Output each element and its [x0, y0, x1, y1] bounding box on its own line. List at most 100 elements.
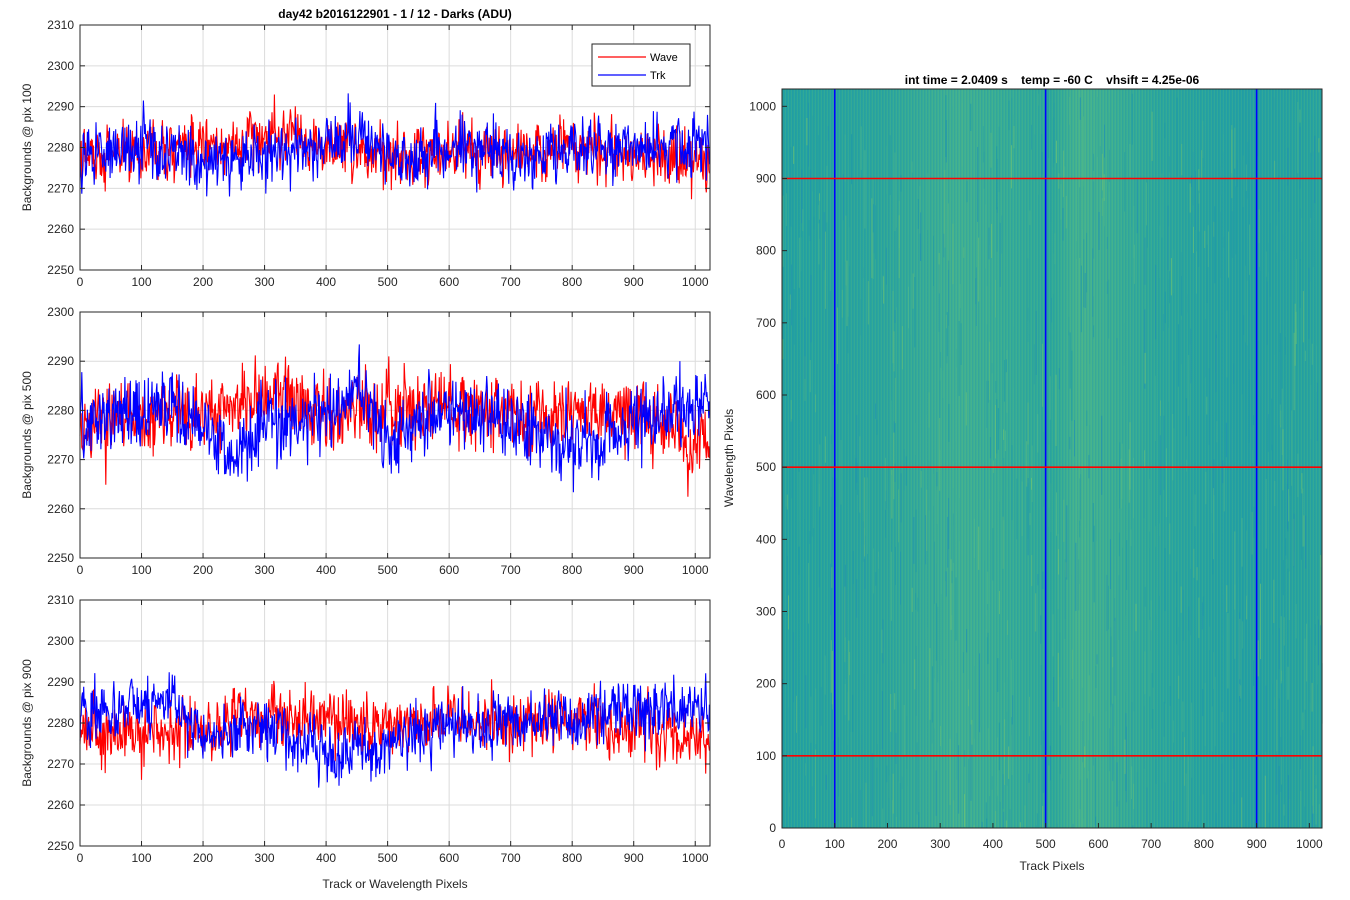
heatmap-streak	[949, 738, 951, 805]
heatmap-streak	[1118, 800, 1120, 828]
heatmap-streak	[940, 726, 942, 747]
heatmap-streak	[1070, 509, 1072, 576]
heatmap-streak	[885, 247, 887, 285]
heatmap-streak	[840, 440, 842, 505]
heatmap-streak	[1065, 562, 1067, 578]
heatmap-streak	[1242, 155, 1244, 207]
heatmap-streak	[1190, 569, 1192, 636]
heatmap-streak	[844, 540, 846, 588]
heatmap-streak	[1034, 134, 1036, 181]
heatmap-texture	[782, 89, 1322, 828]
heatmap-streak	[1173, 801, 1174, 828]
heatmap-streak	[1043, 432, 1045, 507]
heatmap-streak	[1199, 795, 1201, 828]
heatmap-streak	[962, 652, 964, 673]
heatmap-streak	[1249, 315, 1250, 343]
heatmap-streak	[1123, 323, 1125, 366]
heatmap-streak	[968, 758, 970, 828]
heatmap-streak	[1236, 159, 1238, 187]
heatmap-streak	[956, 494, 958, 512]
x-tick-label: 500	[378, 563, 398, 577]
heatmap-streak	[989, 437, 991, 459]
heatmap-streak	[894, 310, 896, 323]
heatmap-streak	[1053, 677, 1055, 702]
heatmap-streak	[1144, 352, 1146, 384]
heatmap-streak	[1042, 730, 1044, 793]
heatmap-streak	[1106, 574, 1108, 632]
heatmap-streak	[1124, 152, 1126, 212]
heatmap-streak	[1234, 531, 1236, 610]
heatmap-streak	[844, 134, 846, 182]
heatmap-streak	[903, 449, 905, 491]
heatmap-streak	[820, 687, 822, 726]
heatmap-streak	[980, 696, 982, 728]
heatmap-streak	[985, 615, 987, 629]
heatmap-streak	[1225, 422, 1227, 458]
heatmap-streak	[1107, 112, 1109, 187]
x-tick-label: 800	[562, 275, 582, 289]
heatmap-streak	[1198, 169, 1200, 204]
heatmap-streak	[907, 785, 909, 828]
heatmap-streak	[809, 360, 811, 393]
heatmap-streak	[963, 247, 965, 258]
heatmap-streak	[813, 474, 815, 529]
heatmap-streak	[1057, 652, 1059, 707]
heatmap-streak	[811, 786, 813, 828]
x-tick-label: 500	[1036, 837, 1056, 851]
heatmap-streak	[1196, 567, 1198, 581]
heatmap-streak	[1173, 360, 1175, 429]
heatmap-streak	[831, 567, 833, 588]
heatmap-streak	[927, 173, 929, 230]
heatmap-streak	[1118, 532, 1120, 557]
heatmap-streak	[810, 274, 812, 343]
heatmap-streak	[806, 118, 808, 146]
heatmap-streak	[1081, 687, 1083, 720]
heatmap-streak	[1075, 542, 1077, 611]
y-tick-label: 2310	[47, 18, 74, 32]
heatmap-streak	[1276, 225, 1278, 253]
x-tick-label: 1000	[682, 275, 709, 289]
heatmap-streak	[1074, 420, 1075, 457]
heatmap-ylabel: Wavelength Pixels	[722, 409, 736, 507]
heatmap-streak	[999, 590, 1000, 615]
heatmap-streak	[1048, 444, 1050, 508]
heatmap-streak	[952, 106, 954, 178]
heatmap-streak	[844, 564, 846, 638]
heatmap-streak	[1003, 811, 1005, 828]
heatmap-streak	[1131, 702, 1133, 767]
heatmap-streak	[1113, 774, 1115, 803]
heatmap-streak	[812, 115, 814, 192]
heatmap-streak	[916, 742, 918, 815]
xlabel: Track or Wavelength Pixels	[322, 877, 467, 891]
heatmap-streak	[848, 640, 850, 721]
heatmap-streak	[984, 465, 986, 510]
heatmap-streak	[944, 169, 946, 248]
heatmap-streak	[1011, 659, 1012, 718]
heatmap-streak	[997, 737, 999, 796]
heatmap-streak	[1241, 797, 1243, 828]
heatmap-streak	[1230, 428, 1232, 481]
heatmap-streak	[1320, 554, 1322, 626]
heatmap-streak	[1242, 621, 1244, 649]
heatmap-streak	[1141, 390, 1143, 423]
heatmap-streak	[1155, 759, 1157, 784]
heatmap-streak	[1253, 506, 1255, 538]
heatmap-streak	[1221, 712, 1223, 723]
heatmap-streak	[928, 460, 930, 511]
x-tick-label: 200	[877, 837, 897, 851]
heatmap-streak	[1198, 597, 1200, 638]
heatmap-streak	[988, 227, 990, 260]
heatmap-streak	[815, 688, 817, 745]
heatmap-streak	[1037, 574, 1039, 586]
heatmap-streak	[1144, 651, 1146, 695]
x-tick-label: 700	[501, 851, 521, 865]
heatmap-streak	[1278, 698, 1280, 757]
heatmap-streak	[959, 498, 961, 542]
legend-label-trk: Trk	[650, 70, 666, 82]
heatmap-streak	[1175, 583, 1177, 608]
heatmap-streak	[1300, 769, 1301, 828]
heatmap-streak	[950, 559, 952, 630]
heatmap-streak	[1056, 823, 1058, 828]
heatmap-streak	[959, 284, 961, 309]
heatmap-streak	[948, 403, 950, 442]
